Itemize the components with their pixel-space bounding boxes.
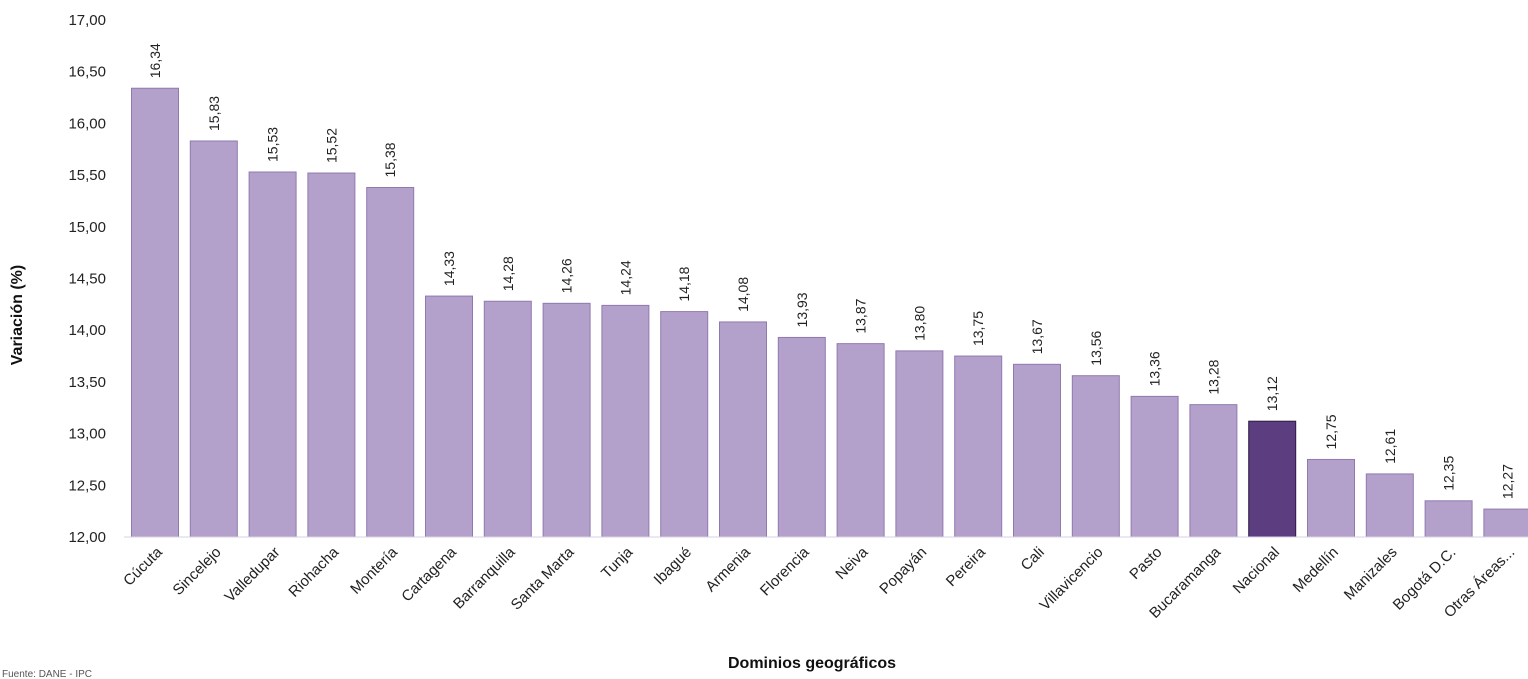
category-label: Nacional — [1230, 544, 1283, 597]
category-label: Ibagué — [651, 544, 695, 588]
category-label: Pereira — [943, 543, 990, 590]
bar-14 — [954, 355, 1003, 538]
bar-19 — [1248, 420, 1297, 538]
bar-13 — [895, 350, 944, 538]
bar-2 — [248, 171, 297, 538]
value-labels-group: 16,34 15,83 15,53 15,52 15,38 14,33 14,28 14,26… — [147, 43, 1515, 499]
category-label: Montería — [347, 543, 401, 597]
category-label: Cartagena — [398, 543, 460, 605]
value-label: 15,53 — [265, 127, 281, 162]
value-label: 14,28 — [500, 256, 516, 291]
bar-3 — [307, 172, 356, 538]
bar-10 — [719, 321, 767, 538]
y-tick-label: 16,00 — [68, 115, 106, 132]
bar-6 — [483, 300, 532, 538]
value-label: 13,56 — [1088, 330, 1104, 365]
value-label: 14,24 — [617, 260, 633, 295]
bar-0 — [131, 87, 179, 538]
category-label: Cúcuta — [120, 543, 166, 589]
source-note: Fuente: DANE - IPC — [2, 669, 92, 679]
value-label: 13,67 — [1029, 319, 1045, 354]
y-axis: 12,00 12,50 13,00 13,50 14,00 14,50 15,00 15,50… — [68, 12, 106, 546]
value-label: 15,83 — [206, 96, 222, 131]
value-label: 13,28 — [1205, 359, 1221, 394]
y-tick-label: 15,00 — [68, 219, 106, 236]
bar-4 — [366, 187, 415, 538]
value-label: 13,80 — [911, 306, 927, 341]
category-label: Medellín — [1290, 544, 1342, 596]
value-label: 13,93 — [794, 292, 810, 327]
y-tick-label: 17,00 — [68, 12, 106, 29]
bar-18 — [1189, 404, 1238, 538]
bars-group — [131, 87, 1528, 538]
bar-21 — [1365, 473, 1414, 538]
bar-22 — [1424, 500, 1473, 538]
bar-11 — [777, 336, 826, 538]
value-label: 13,36 — [1147, 351, 1163, 386]
x-axis-title: Dominios geográficos — [728, 655, 896, 672]
bar-16 — [1071, 375, 1120, 538]
bar-20 — [1307, 458, 1355, 538]
category-label: Armenia — [702, 543, 754, 595]
category-label: Tunja — [598, 543, 637, 582]
value-label: 16,34 — [147, 43, 163, 78]
category-label: Cali — [1018, 544, 1048, 574]
value-label: 14,18 — [676, 266, 692, 301]
bar-15 — [1013, 363, 1061, 538]
y-tick-label: 13,50 — [68, 374, 106, 391]
bar-23 — [1483, 508, 1528, 538]
category-label: Neiva — [832, 543, 872, 583]
y-tick-label: 12,50 — [68, 477, 106, 494]
category-label: Santa Marta — [508, 543, 578, 613]
bar-5 — [425, 295, 473, 538]
value-label: 14,33 — [441, 251, 457, 286]
category-label: Riohacha — [285, 543, 342, 600]
y-tick-label: 15,50 — [68, 167, 106, 184]
bar-17 — [1130, 395, 1179, 538]
value-label: 12,35 — [1441, 456, 1457, 491]
category-label: Sincelejo — [170, 544, 225, 599]
bar-7 — [542, 302, 591, 538]
bar-8 — [601, 304, 650, 538]
y-tick-label: 16,50 — [68, 64, 106, 81]
y-axis-title: Variación (%) — [9, 265, 26, 365]
bar-1 — [189, 140, 238, 538]
bar-9 — [660, 311, 709, 538]
category-label: Pasto — [1126, 544, 1165, 583]
category-label: Manizales — [1341, 544, 1401, 604]
y-tick-label: 12,00 — [68, 529, 106, 546]
value-label: 12,27 — [1499, 464, 1515, 499]
value-label: 15,38 — [382, 142, 398, 177]
category-label: Popayán — [876, 544, 930, 598]
value-label: 12,61 — [1382, 429, 1398, 464]
category-label: Valledupar — [221, 544, 283, 606]
value-label: 13,12 — [1264, 376, 1280, 411]
value-label: 13,75 — [970, 311, 986, 346]
value-label: 13,87 — [853, 298, 869, 333]
y-tick-label: 13,00 — [68, 426, 106, 443]
y-tick-label: 14,50 — [68, 271, 106, 288]
value-label: 15,52 — [323, 128, 339, 163]
category-label: Villavicencio — [1036, 544, 1106, 614]
value-label: 14,26 — [559, 258, 575, 293]
category-label: Florencia — [757, 543, 813, 599]
value-label: 12,75 — [1323, 414, 1339, 449]
bar-12 — [836, 343, 885, 538]
value-label: 14,08 — [735, 277, 751, 312]
y-tick-label: 14,00 — [68, 322, 106, 339]
